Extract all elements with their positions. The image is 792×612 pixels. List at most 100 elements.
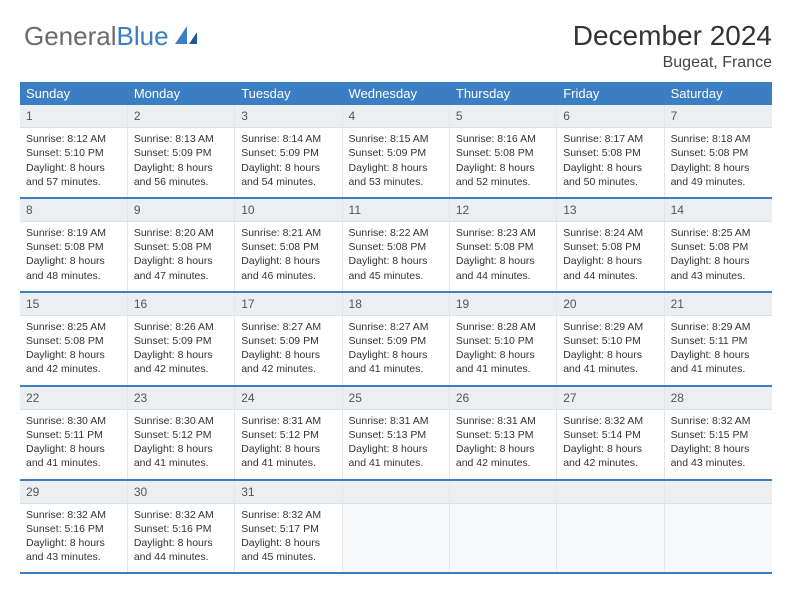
daylight-line: Daylight: 8 hours and 43 minutes. [671, 254, 766, 282]
day-number: 23 [128, 387, 234, 410]
sunset-line: Sunset: 5:08 PM [456, 146, 550, 160]
day-cell: 27Sunrise: 8:32 AMSunset: 5:14 PMDayligh… [557, 386, 664, 480]
day-number: 9 [128, 199, 234, 222]
title-block: December 2024 Bugeat, France [573, 20, 772, 72]
sunset-line: Sunset: 5:11 PM [671, 334, 766, 348]
sunrise-line: Sunrise: 8:15 AM [349, 132, 443, 146]
weekday-header: Saturday [664, 82, 771, 105]
weekday-header: Sunday [20, 82, 127, 105]
day-number: 12 [450, 199, 556, 222]
day-body: Sunrise: 8:31 AMSunset: 5:12 PMDaylight:… [235, 410, 341, 479]
sunset-line: Sunset: 5:10 PM [456, 334, 550, 348]
logo-text-gray: General [24, 21, 117, 52]
sunset-line: Sunset: 5:08 PM [26, 334, 121, 348]
day-cell: 6Sunrise: 8:17 AMSunset: 5:08 PMDaylight… [557, 105, 664, 198]
sunrise-line: Sunrise: 8:23 AM [456, 226, 550, 240]
daylight-line: Daylight: 8 hours and 53 minutes. [349, 161, 443, 189]
month-title: December 2024 [573, 20, 772, 52]
day-body: Sunrise: 8:32 AMSunset: 5:17 PMDaylight:… [235, 504, 341, 573]
day-body: Sunrise: 8:17 AMSunset: 5:08 PMDaylight:… [557, 128, 663, 197]
sunset-line: Sunset: 5:09 PM [134, 146, 228, 160]
day-number: 5 [450, 105, 556, 128]
daylight-line: Daylight: 8 hours and 43 minutes. [26, 536, 121, 564]
day-body: Sunrise: 8:13 AMSunset: 5:09 PMDaylight:… [128, 128, 234, 197]
location-subtitle: Bugeat, France [573, 54, 772, 72]
day-body: Sunrise: 8:25 AMSunset: 5:08 PMDaylight:… [20, 316, 127, 385]
sunrise-line: Sunrise: 8:32 AM [563, 414, 657, 428]
daylight-line: Daylight: 8 hours and 44 minutes. [134, 536, 228, 564]
day-number: 20 [557, 293, 663, 316]
day-cell: 11Sunrise: 8:22 AMSunset: 5:08 PMDayligh… [342, 198, 449, 292]
sunrise-line: Sunrise: 8:31 AM [241, 414, 335, 428]
sunset-line: Sunset: 5:09 PM [241, 334, 335, 348]
day-number: 29 [20, 481, 127, 504]
daylight-line: Daylight: 8 hours and 44 minutes. [563, 254, 657, 282]
day-number: 6 [557, 105, 663, 128]
sail-icon [173, 22, 199, 53]
calendar-body: 1Sunrise: 8:12 AMSunset: 5:10 PMDaylight… [20, 105, 772, 573]
empty-cell [449, 480, 556, 574]
day-cell: 13Sunrise: 8:24 AMSunset: 5:08 PMDayligh… [557, 198, 664, 292]
sunset-line: Sunset: 5:08 PM [241, 240, 335, 254]
day-cell: 4Sunrise: 8:15 AMSunset: 5:09 PMDaylight… [342, 105, 449, 198]
daylight-line: Daylight: 8 hours and 41 minutes. [349, 348, 443, 376]
day-number: 16 [128, 293, 234, 316]
sunrise-line: Sunrise: 8:32 AM [134, 508, 228, 522]
daylight-line: Daylight: 8 hours and 42 minutes. [456, 442, 550, 470]
sunrise-line: Sunrise: 8:30 AM [134, 414, 228, 428]
sunrise-line: Sunrise: 8:18 AM [671, 132, 766, 146]
day-body: Sunrise: 8:27 AMSunset: 5:09 PMDaylight:… [235, 316, 341, 385]
sunset-line: Sunset: 5:10 PM [563, 334, 657, 348]
sunset-line: Sunset: 5:13 PM [456, 428, 550, 442]
day-number: 28 [665, 387, 772, 410]
day-cell: 24Sunrise: 8:31 AMSunset: 5:12 PMDayligh… [235, 386, 342, 480]
day-number: 7 [665, 105, 772, 128]
daylight-line: Daylight: 8 hours and 42 minutes. [241, 348, 335, 376]
daylight-line: Daylight: 8 hours and 44 minutes. [456, 254, 550, 282]
day-body: Sunrise: 8:29 AMSunset: 5:10 PMDaylight:… [557, 316, 663, 385]
day-body: Sunrise: 8:14 AMSunset: 5:09 PMDaylight:… [235, 128, 341, 197]
day-cell: 5Sunrise: 8:16 AMSunset: 5:08 PMDaylight… [449, 105, 556, 198]
day-number: 13 [557, 199, 663, 222]
day-body: Sunrise: 8:29 AMSunset: 5:11 PMDaylight:… [665, 316, 772, 385]
sunset-line: Sunset: 5:14 PM [563, 428, 657, 442]
empty-cell [557, 480, 664, 574]
sunrise-line: Sunrise: 8:26 AM [134, 320, 228, 334]
daylight-line: Daylight: 8 hours and 41 minutes. [241, 442, 335, 470]
empty-cell [342, 480, 449, 574]
sunrise-line: Sunrise: 8:32 AM [241, 508, 335, 522]
day-number: 26 [450, 387, 556, 410]
sunrise-line: Sunrise: 8:31 AM [456, 414, 550, 428]
day-number: 31 [235, 481, 341, 504]
sunset-line: Sunset: 5:15 PM [671, 428, 766, 442]
day-number: 2 [128, 105, 234, 128]
sunset-line: Sunset: 5:08 PM [134, 240, 228, 254]
day-body: Sunrise: 8:28 AMSunset: 5:10 PMDaylight:… [450, 316, 556, 385]
sunrise-line: Sunrise: 8:32 AM [26, 508, 121, 522]
header: GeneralBlue December 2024 Bugeat, France [20, 20, 772, 72]
sunset-line: Sunset: 5:09 PM [349, 146, 443, 160]
day-number: 30 [128, 481, 234, 504]
day-cell: 3Sunrise: 8:14 AMSunset: 5:09 PMDaylight… [235, 105, 342, 198]
sunrise-line: Sunrise: 8:12 AM [26, 132, 121, 146]
sunset-line: Sunset: 5:11 PM [26, 428, 121, 442]
day-body: Sunrise: 8:30 AMSunset: 5:12 PMDaylight:… [128, 410, 234, 479]
daylight-line: Daylight: 8 hours and 42 minutes. [563, 442, 657, 470]
day-number: 22 [20, 387, 127, 410]
daylight-line: Daylight: 8 hours and 42 minutes. [134, 348, 228, 376]
sunrise-line: Sunrise: 8:22 AM [349, 226, 443, 240]
daylight-line: Daylight: 8 hours and 41 minutes. [563, 348, 657, 376]
sunset-line: Sunset: 5:16 PM [134, 522, 228, 536]
day-body: Sunrise: 8:24 AMSunset: 5:08 PMDaylight:… [557, 222, 663, 291]
day-body: Sunrise: 8:16 AMSunset: 5:08 PMDaylight:… [450, 128, 556, 197]
sunrise-line: Sunrise: 8:21 AM [241, 226, 335, 240]
day-cell: 31Sunrise: 8:32 AMSunset: 5:17 PMDayligh… [235, 480, 342, 574]
daylight-line: Daylight: 8 hours and 57 minutes. [26, 161, 121, 189]
day-cell: 18Sunrise: 8:27 AMSunset: 5:09 PMDayligh… [342, 292, 449, 386]
daylight-line: Daylight: 8 hours and 45 minutes. [241, 536, 335, 564]
daylight-line: Daylight: 8 hours and 52 minutes. [456, 161, 550, 189]
day-cell: 20Sunrise: 8:29 AMSunset: 5:10 PMDayligh… [557, 292, 664, 386]
sunrise-line: Sunrise: 8:13 AM [134, 132, 228, 146]
day-number: 11 [343, 199, 449, 222]
sunrise-line: Sunrise: 8:29 AM [671, 320, 766, 334]
